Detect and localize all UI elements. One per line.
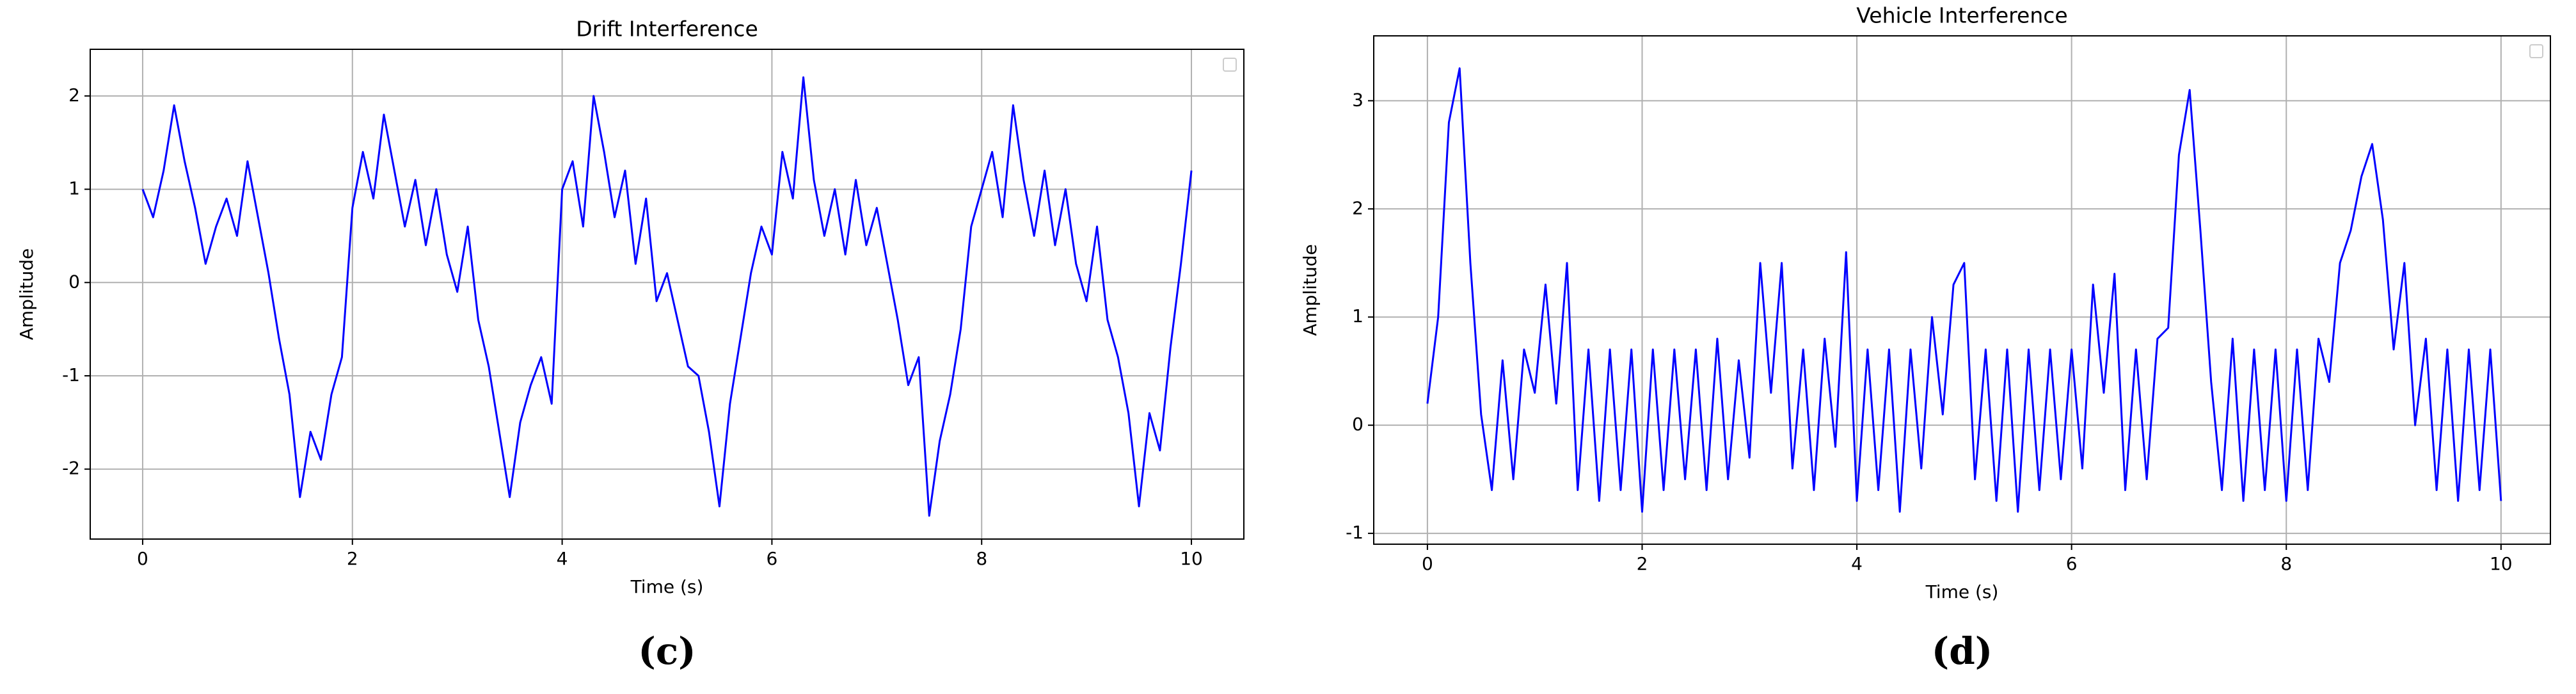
x-tick-label: 6: [766, 548, 777, 569]
y-axis-label: Amplitude: [1300, 244, 1321, 336]
y-tick-label: -2: [62, 458, 80, 479]
y-axis-label: Amplitude: [16, 248, 37, 341]
axes-frame: [90, 49, 1244, 540]
signal-line: [141, 76, 1193, 517]
y-tick-label: 0: [68, 271, 80, 292]
x-tick-label: 8: [976, 548, 987, 569]
x-tick-label: 8: [2280, 553, 2292, 574]
plot-area: [141, 76, 1193, 517]
y-tick-label: 2: [68, 85, 80, 106]
y-tick-label: 1: [68, 178, 80, 199]
x-tick-label: 10: [2490, 553, 2513, 574]
axes-frame: [1373, 35, 2551, 545]
legend-box: [2529, 44, 2543, 58]
chart-title: Vehicle Interference: [1856, 3, 2067, 28]
y-tick-label: -1: [1346, 522, 1364, 543]
y-tick-label: 0: [1352, 414, 1364, 435]
chart-title: Drift Interference: [576, 17, 758, 42]
x-tick-label: 2: [347, 548, 358, 569]
y-tick-label: -1: [62, 364, 80, 385]
signal-line: [1426, 67, 2502, 513]
plot-area: [1426, 67, 2502, 513]
chart-panel: 0 2 4 6 8 10 -1 0 1 2 3 Vehicle Interference Time (s…: [1300, 3, 2551, 673]
panel-caption: (d): [1932, 629, 1992, 673]
x-tick-label: 0: [137, 548, 148, 569]
x-tick-label: 0: [1422, 553, 1433, 574]
x-axis-label: Time (s): [630, 576, 704, 597]
legend-box: [1223, 58, 1237, 72]
x-tick-label: 10: [1180, 548, 1203, 569]
x-tick-label: 6: [2066, 553, 2078, 574]
x-tick-label: 2: [1637, 553, 1648, 574]
x-tick-label: 4: [557, 548, 568, 569]
y-tick-label: 2: [1352, 197, 1364, 218]
y-tick-label: 3: [1352, 89, 1364, 110]
x-tick-label: 4: [1851, 553, 1863, 574]
x-axis-label: Time (s): [1925, 581, 1999, 602]
chart-panel: 0 2 4 6 8 10 -2 -1 0 1 2 Drift Interference Time (s)…: [16, 17, 1244, 673]
panel-caption: (c): [638, 629, 696, 673]
y-tick-label: 1: [1352, 305, 1364, 327]
